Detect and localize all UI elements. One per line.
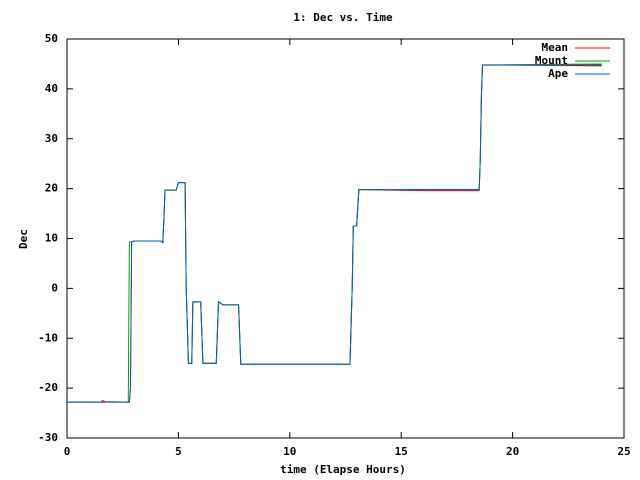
x-tick-label: 25 (617, 445, 630, 458)
y-tick-label: -10 (38, 331, 58, 344)
y-tick-label: 30 (45, 132, 58, 145)
y-tick-label: 10 (45, 232, 58, 245)
legend-label: Mean (542, 41, 569, 54)
y-tick-label: 40 (45, 82, 58, 95)
chart-title: 1: Dec vs. Time (293, 11, 393, 24)
y-tick-label: 20 (45, 182, 58, 195)
legend-label: Ape (548, 67, 568, 80)
x-tick-label: 10 (283, 445, 296, 458)
x-tick-label: 5 (175, 445, 182, 458)
y-axis-label: Dec (17, 229, 30, 249)
y-tick-label: 0 (51, 281, 58, 294)
y-tick-label: -20 (38, 381, 58, 394)
x-axis-label: time (Elapse Hours) (280, 463, 406, 476)
y-tick-label: -30 (38, 431, 58, 444)
x-tick-label: 15 (395, 445, 408, 458)
x-tick-label: 20 (506, 445, 519, 458)
x-tick-label: 0 (64, 445, 71, 458)
legend-label: Mount (535, 54, 568, 67)
y-tick-label: 50 (45, 32, 58, 45)
data-line (67, 64, 602, 403)
